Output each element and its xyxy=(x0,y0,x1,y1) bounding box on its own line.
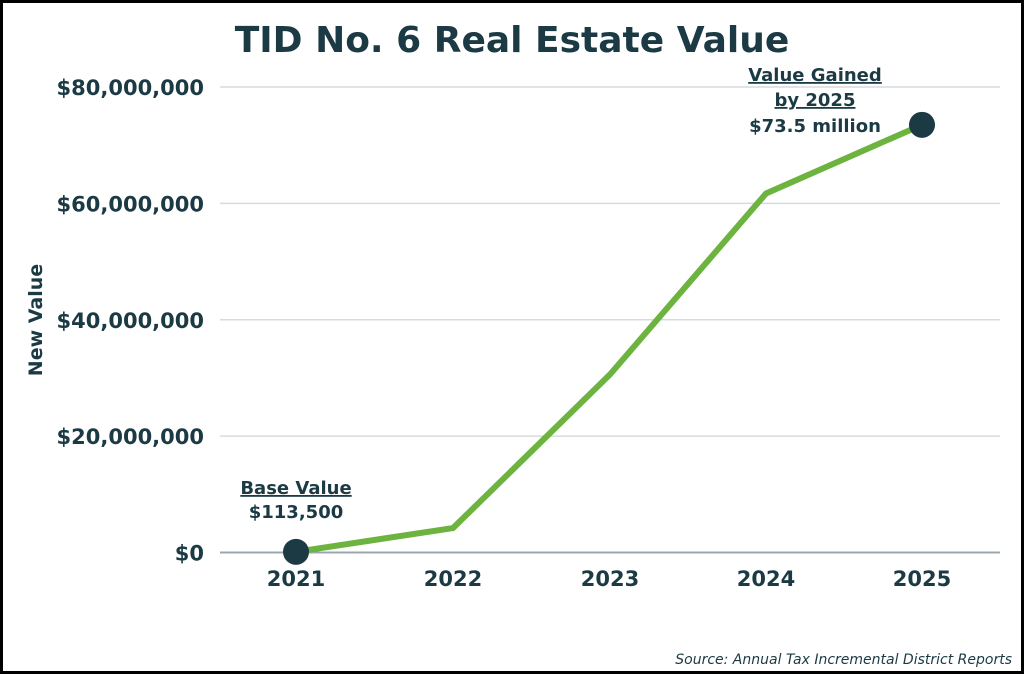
y-tick-label: $80,000,000 xyxy=(57,76,204,100)
x-tick-label: 2023 xyxy=(581,567,639,591)
value-gained-label-line1: Value Gained xyxy=(748,65,882,86)
chart-title: TID No. 6 Real Estate Value xyxy=(235,20,790,61)
series-line xyxy=(295,122,924,555)
base-value-label: Base Value xyxy=(240,478,351,499)
y-tick-label: $60,000,000 xyxy=(57,192,204,216)
x-tick-label: 2025 xyxy=(893,567,951,591)
x-tick-label: 2022 xyxy=(424,567,482,591)
value-gained-label-line2: by 2025 xyxy=(775,90,856,111)
y-tick-label: $40,000,000 xyxy=(57,309,204,333)
x-tick-label: 2021 xyxy=(267,567,325,591)
value-gained-amount: $73.5 million xyxy=(749,116,881,137)
x-tick-label: 2024 xyxy=(737,567,795,591)
y-axis-label: New Value xyxy=(25,264,47,376)
end-point-marker xyxy=(909,111,935,138)
source-note: Source: Annual Tax Incremental District … xyxy=(675,652,1012,668)
base-value-amount: $113,500 xyxy=(249,502,344,523)
y-tick-label: $0 xyxy=(175,542,204,566)
start-point-marker xyxy=(283,538,309,565)
y-tick-label: $20,000,000 xyxy=(57,425,204,449)
